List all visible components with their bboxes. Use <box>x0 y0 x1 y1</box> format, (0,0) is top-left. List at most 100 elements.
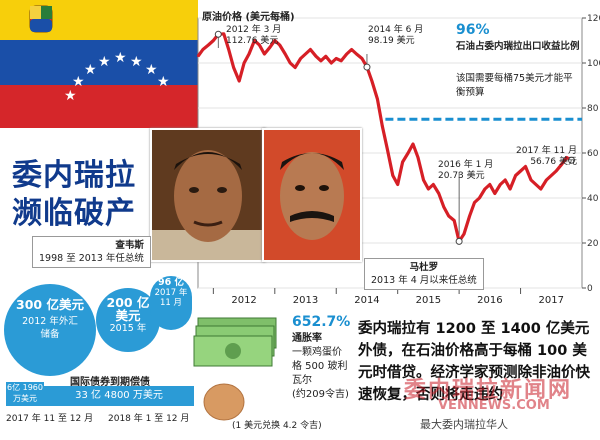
data-point <box>222 32 225 35</box>
data-point <box>258 44 261 46</box>
annotation-marker <box>214 30 222 38</box>
x-tick-label: 2014 <box>354 295 379 306</box>
data-point <box>560 163 563 166</box>
data-point <box>484 188 486 190</box>
annotation-2016: 2016 年 1 月 20.73 美元 <box>438 160 493 182</box>
data-point <box>519 170 522 172</box>
bond-big-amount: 33 亿 4800 万美元 <box>75 390 163 401</box>
maduro-name: 马杜罗 <box>409 262 439 273</box>
data-point <box>550 174 553 177</box>
oil-share-text: 石油占委内瑞拉出口收益比例 <box>456 41 580 52</box>
star-icon: ★ <box>98 54 111 70</box>
star-icon: ★ <box>114 50 127 66</box>
data-point <box>391 174 394 177</box>
chart-title: 原油价格 (美元每桶) <box>202 12 295 23</box>
reserve-circle-2015: 200 亿美元 2015 年 <box>96 288 160 352</box>
data-point <box>514 174 517 177</box>
x-tick-label: 2015 <box>416 295 441 306</box>
data-point <box>350 48 353 51</box>
data-point <box>345 53 348 55</box>
data-point <box>284 53 287 55</box>
data-point <box>278 44 281 46</box>
headline-line1: 委内瑞拉 <box>12 158 136 193</box>
data-point <box>315 55 317 58</box>
bond-end-date: 2018 年 1 至 12 月 <box>108 414 190 424</box>
data-point <box>432 183 435 186</box>
data-point <box>407 152 410 154</box>
egg-icon <box>203 383 245 421</box>
data-point <box>202 48 204 51</box>
watermark-url: VENNEWS.COM <box>438 398 550 413</box>
money-egg-illustration <box>193 317 277 421</box>
data-point <box>361 57 363 60</box>
chavez-photo <box>150 128 266 262</box>
star-icon: ★ <box>84 62 97 78</box>
flag-stars: ★★ ★ ★ ★ ★ ★★ <box>29 5 170 104</box>
data-point <box>442 206 445 208</box>
data-point <box>473 201 476 204</box>
maduro-photo <box>262 128 362 262</box>
data-point <box>535 183 537 186</box>
bond-small-amount: 6亿 1960 万美元 <box>7 383 43 403</box>
chavez-caption: 查韦斯 1998 至 2013 年任总统 <box>32 236 151 268</box>
x-tick-label: 2016 <box>477 295 502 306</box>
reserve-amount: 300 亿美元 <box>16 297 84 312</box>
data-point <box>545 179 548 181</box>
watermark-text: 委内瑞拉新闻网 <box>404 378 573 403</box>
maduro-term: 2013 年 4 月以来任总统 <box>371 275 477 286</box>
data-point <box>319 59 322 62</box>
reserve-circle-2012: 300 亿美元 2012 年外汇储备 <box>4 284 96 376</box>
data-point <box>243 62 245 64</box>
annotation-value: 20.73 美元 <box>438 171 485 181</box>
x-tick-label: 2012 <box>231 295 256 306</box>
maduro-caption: 马杜罗 2013 年 4 月以来任总统 <box>364 258 484 290</box>
data-point <box>268 46 271 49</box>
inflation-pct: 652.7% <box>292 314 351 330</box>
data-point <box>478 197 481 199</box>
star-icon: ★ <box>72 74 85 90</box>
bonds-title: 国际债券到期偿债 <box>70 377 150 388</box>
star-icon: ★ <box>157 74 170 90</box>
data-point <box>238 80 241 82</box>
data-point <box>539 188 542 190</box>
data-point <box>422 179 425 181</box>
data-point <box>355 53 358 55</box>
data-point <box>309 48 312 51</box>
reserve-amount: 200 亿美元 <box>106 295 150 323</box>
annotation-date: 2016 年 1 月 <box>438 160 494 170</box>
reserve-label: 2015 年 <box>109 323 147 334</box>
data-point <box>468 215 471 217</box>
data-point <box>197 55 199 58</box>
data-point <box>273 39 276 42</box>
data-point <box>437 192 440 195</box>
data-point <box>330 62 333 64</box>
annotation-2014: 2014 年 6 月 98.19 美元 <box>368 25 423 47</box>
bond-bar-small: 6亿 1960 万美元 <box>6 382 44 406</box>
fx-note: (1 美元兑换 4.2 令吉) <box>232 421 322 431</box>
star-icon: ★ <box>64 88 77 104</box>
egg-price-ringgit: (约209令吉) <box>292 389 349 400</box>
star-icon: ★ <box>145 62 158 78</box>
data-point <box>212 39 215 42</box>
inflation-label: 通胀率 <box>292 333 322 344</box>
data-point <box>565 156 568 159</box>
data-point <box>263 53 266 55</box>
data-point <box>232 66 235 69</box>
y-tick-label: 20 <box>587 239 599 249</box>
x-tick-label: 2017 <box>539 295 564 306</box>
data-point <box>248 53 250 55</box>
data-point <box>427 188 430 190</box>
data-point <box>488 183 491 186</box>
data-point <box>304 53 307 55</box>
data-point <box>412 143 414 145</box>
data-point <box>299 57 302 60</box>
headline-line2: 濒临破产 <box>12 196 136 231</box>
data-point <box>289 62 292 64</box>
data-point <box>417 156 419 159</box>
bond-bar-big: 33 亿 4800 万美元 <box>44 386 194 406</box>
data-point <box>340 59 343 62</box>
reserve-label: 2012 年外汇储备 <box>22 316 78 340</box>
data-point <box>376 98 379 100</box>
target-line-note: 该国需要每桶75美元才能平衡预算 <box>456 73 573 98</box>
data-point <box>396 183 399 186</box>
